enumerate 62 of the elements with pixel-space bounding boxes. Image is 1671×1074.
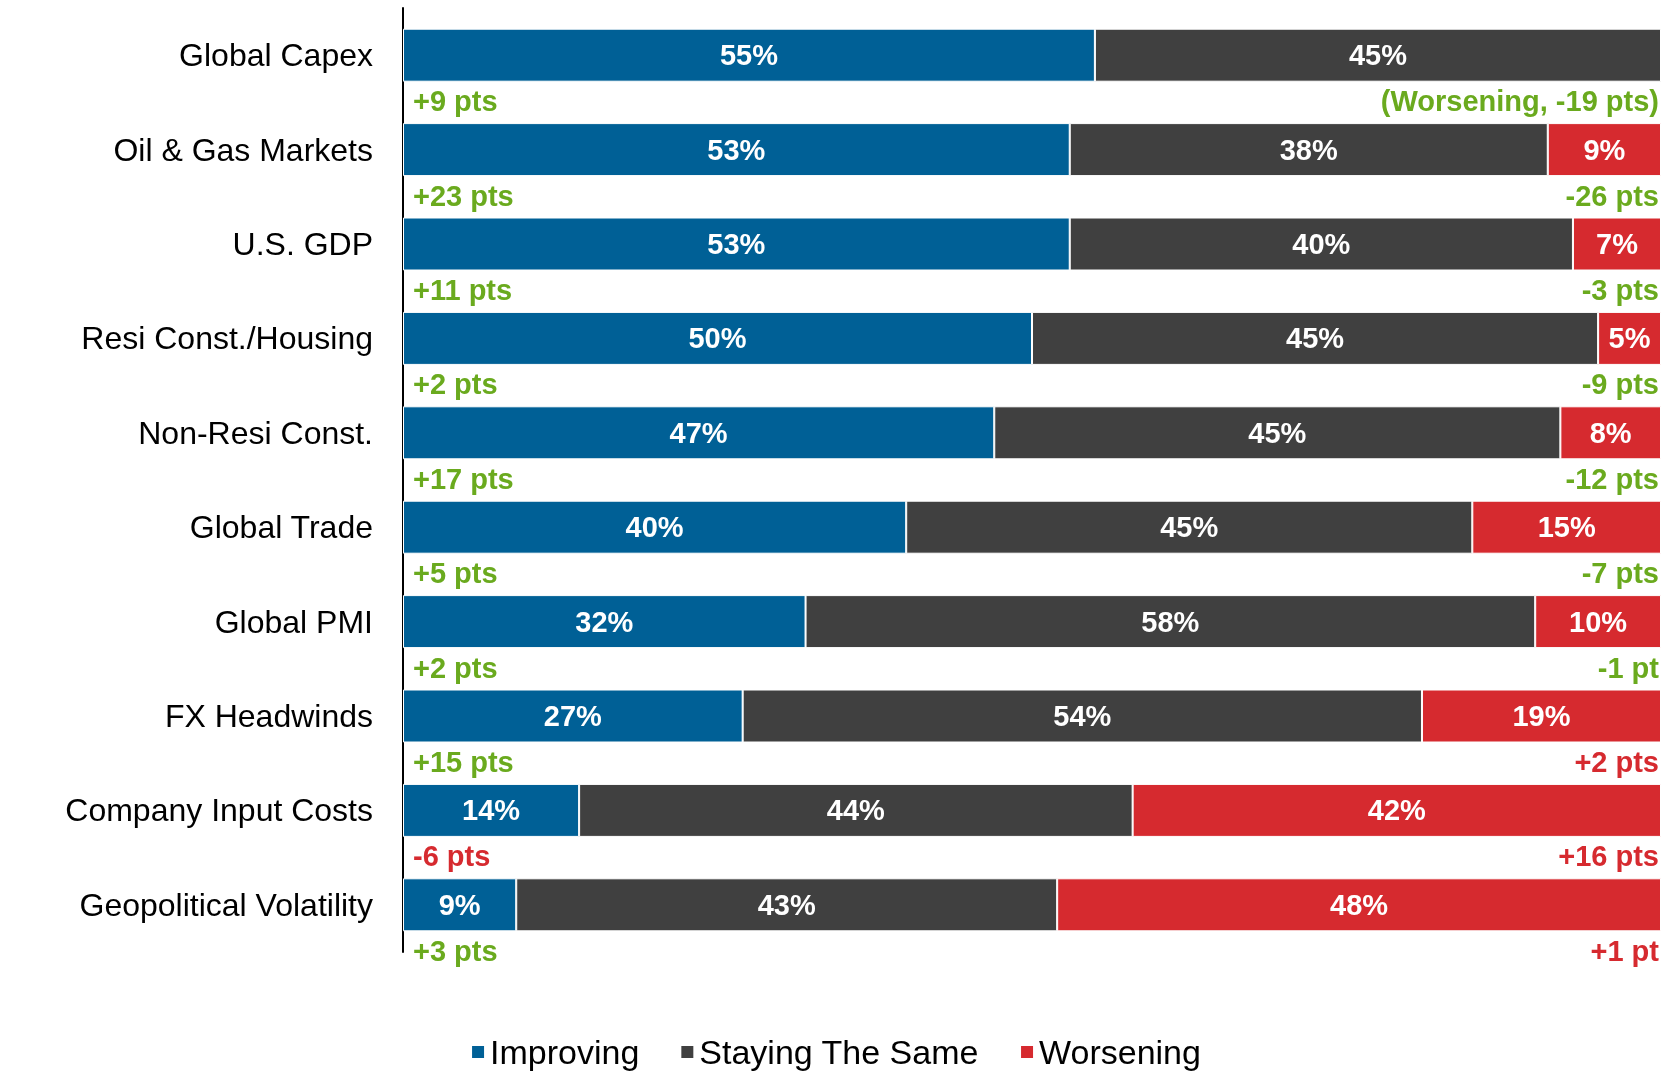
annotation: +5 pts xyxy=(413,557,498,590)
annotation: +9 pts xyxy=(413,85,498,118)
data-label: 27% xyxy=(543,700,603,732)
annotation: +23 pts xyxy=(413,179,514,212)
data-label: 48% xyxy=(1330,888,1389,921)
y-tick-label: Geopolitical Volatility xyxy=(79,886,373,923)
annotation: -6 pts xyxy=(413,840,491,873)
legend-label: Improving xyxy=(490,1033,640,1071)
data-label: 19% xyxy=(1512,700,1571,732)
data-label: 42% xyxy=(1367,794,1427,827)
data-label: 45% xyxy=(1160,511,1219,544)
annotation: -12 pts xyxy=(1565,462,1659,495)
data-label: 43% xyxy=(757,888,816,921)
data-label: 44% xyxy=(826,794,886,827)
y-tick-label: Resi Const./Housing xyxy=(81,320,373,357)
data-label: 53% xyxy=(707,228,766,260)
data-label: 53% xyxy=(707,133,766,166)
annotation: +15 pts xyxy=(413,746,514,778)
y-tick-label: Non-Resi Const. xyxy=(138,414,373,451)
data-label: 45% xyxy=(1286,322,1345,355)
annotation: (Worsening, -19 pts) xyxy=(1380,85,1659,118)
data-label: 55% xyxy=(719,39,779,72)
annotation: -1 pt xyxy=(1597,651,1660,684)
data-label: 38% xyxy=(1279,133,1338,166)
annotation: +3 pts xyxy=(413,934,498,967)
annotation: -9 pts xyxy=(1581,368,1659,401)
data-label: 45% xyxy=(1348,39,1408,72)
data-label: 32% xyxy=(575,605,634,638)
data-label: 47% xyxy=(669,416,728,449)
data-label: 9% xyxy=(1583,133,1626,166)
y-tick-label: Global PMI xyxy=(214,603,373,640)
y-tick-label: U.S. GDP xyxy=(232,226,373,262)
annotation: -26 pts xyxy=(1565,179,1659,212)
data-label: 50% xyxy=(688,322,747,355)
data-label: 9% xyxy=(438,888,481,921)
data-label: 45% xyxy=(1248,416,1307,449)
legend-label: Staying The Same xyxy=(699,1033,979,1071)
y-tick-label: Global Capex xyxy=(179,37,373,74)
annotation: +2 pts xyxy=(1574,746,1659,778)
data-label: 54% xyxy=(1053,700,1112,732)
annotation: +17 pts xyxy=(413,462,514,495)
annotation: -3 pts xyxy=(1581,274,1659,306)
annotation: -7 pts xyxy=(1581,557,1659,590)
data-label: 40% xyxy=(1292,228,1351,260)
y-tick-label: Oil & Gas Markets xyxy=(113,131,373,168)
data-label: 5% xyxy=(1608,322,1651,355)
annotation: +2 pts xyxy=(413,651,498,684)
annotation: +2 pts xyxy=(413,368,498,401)
data-label: 15% xyxy=(1537,511,1596,544)
annotation: +1 pt xyxy=(1590,934,1660,967)
data-label: 14% xyxy=(462,794,521,827)
data-label: 40% xyxy=(625,511,684,544)
y-tick-label: Global Trade xyxy=(189,509,373,546)
legend-label: Worsening xyxy=(1039,1033,1201,1071)
y-tick-label: FX Headwinds xyxy=(164,698,373,734)
annotation: +11 pts xyxy=(413,274,513,306)
data-label: 7% xyxy=(1596,228,1639,260)
data-label: 8% xyxy=(1589,416,1632,449)
annotation: +16 pts xyxy=(1558,840,1659,873)
y-tick-label: Company Input Costs xyxy=(65,792,373,829)
data-label: 10% xyxy=(1569,605,1628,638)
data-label: 58% xyxy=(1141,605,1200,638)
